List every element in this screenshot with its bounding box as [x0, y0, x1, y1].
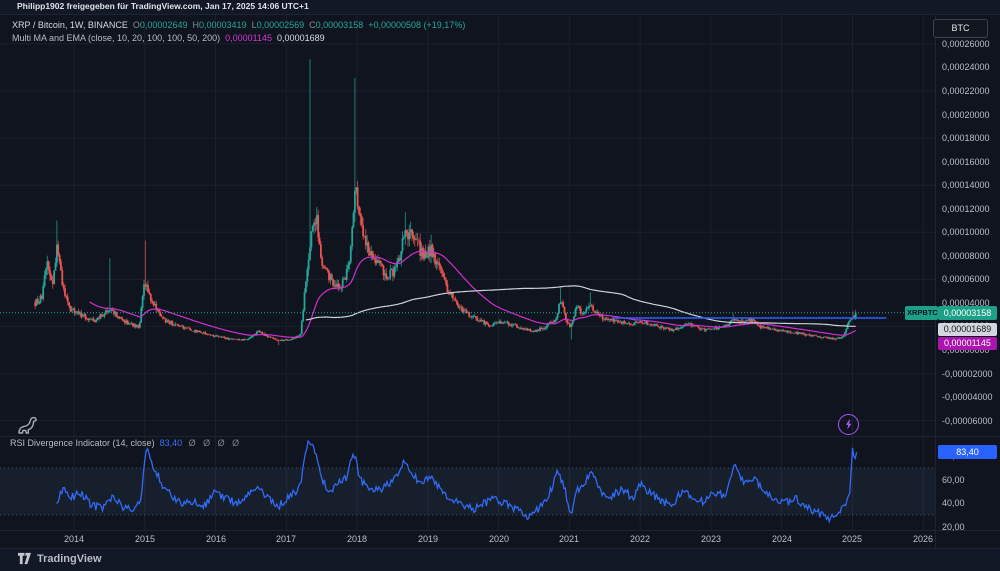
symbol-title: XRP / Bitcoin, 1W, BINANCE — [12, 20, 128, 30]
price-axis-label: -0,00006000 — [942, 416, 993, 426]
rsi-band — [0, 467, 935, 516]
time-axis-label: 2023 — [700, 534, 722, 544]
symbol-legend-row[interactable]: XRP / Bitcoin, 1W, BINANCE O0,00002649 H… — [12, 20, 465, 30]
rsi-value: 83,40 — [159, 438, 183, 448]
price-axis-label: 0,00000000 — [942, 345, 990, 355]
rsi-empty-values: Ø Ø Ø Ø — [188, 438, 240, 448]
price-axis-label: 0,00014000 — [942, 180, 990, 190]
rsi-line — [56, 439, 858, 524]
dinosaur-icon — [15, 412, 41, 442]
price-axis-label: -0,00002000 — [942, 369, 993, 379]
chart-canvas[interactable] — [0, 0, 935, 530]
time-axis-label: 2014 — [63, 534, 85, 544]
ma-indicator-name: Multi MA and EMA (close, 10, 20, 100, 10… — [12, 33, 221, 43]
price-axis[interactable]: 0,00003158 0,00001689 0,00001145 83,40 0… — [935, 0, 1000, 548]
time-axis-label: 2021 — [558, 534, 580, 544]
rsi-axis-label: 60,00 — [942, 475, 965, 485]
price-axis-label: 0,00026000 — [942, 39, 990, 49]
tradingview-logo-text: TradingView — [37, 552, 102, 565]
attribution-bar: Philipp1902 freigegeben für TradingView.… — [0, 0, 1000, 14]
time-axis-label: 2019 — [417, 534, 439, 544]
price-axis-label: 0,00024000 — [942, 62, 990, 72]
price-axis-label: 0,00016000 — [942, 157, 990, 167]
price-axis-label: 0,00004000 — [942, 298, 990, 308]
price-axis-label: 0,00012000 — [942, 204, 990, 214]
rsi-axis-label: 40,00 — [942, 498, 965, 508]
close-label: C — [309, 20, 316, 30]
rsi-value-badge: 83,40 — [938, 445, 997, 459]
change-value: +0,00000508 (+19,17%) — [368, 20, 466, 30]
time-axis-label: 2018 — [346, 534, 368, 544]
footer-divider — [0, 548, 1000, 549]
pane-divider[interactable] — [0, 436, 1000, 437]
time-axis-label: 2026 — [912, 534, 934, 544]
candlestick-series — [34, 59, 857, 346]
ema-line-magenta — [89, 250, 857, 338]
open-label: O — [132, 20, 140, 30]
time-axis-label: 2017 — [275, 534, 297, 544]
white-ma-badge: 0,00001689 — [938, 323, 997, 336]
high-value: 0,00003419 — [198, 20, 247, 30]
ma-value-white: 0,00001689 — [277, 33, 325, 43]
price-axis-label: 0,00022000 — [942, 86, 990, 96]
ma-lines — [89, 250, 857, 338]
price-axis-label: 0,00008000 — [942, 251, 990, 261]
low-value: 0,00002569 — [256, 20, 305, 30]
ma-legend-row[interactable]: Multi MA and EMA (close, 10, 20, 100, 10… — [12, 33, 325, 43]
open-value: 0,00002649 — [139, 20, 188, 30]
tradingview-logo-link[interactable]: TradingView — [17, 552, 102, 565]
price-axis-label: 0,00020000 — [942, 110, 990, 120]
lightning-marker-button[interactable] — [838, 414, 859, 435]
tradingview-logo-icon — [18, 552, 31, 565]
unit-toggle-button[interactable]: BTC — [933, 19, 988, 38]
price-axis-divider — [935, 14, 936, 548]
last-price-badge: 0,00003158 — [938, 306, 997, 320]
attribution-text: Philipp1902 freigegeben für TradingView.… — [17, 1, 309, 11]
bottom-toolbar — [0, 549, 1000, 571]
price-axis-label: -0,00004000 — [942, 392, 993, 402]
sma-line-white — [305, 285, 856, 327]
rsi-axis-label: 20,00 — [942, 522, 965, 532]
timeaxis-divider — [0, 530, 1000, 531]
rsi-indicator-name: RSI Divergence Indicator (14, close) — [10, 438, 155, 448]
high-label: H — [192, 20, 199, 30]
time-axis-label: 2024 — [771, 534, 793, 544]
price-axis-label: 0,00006000 — [942, 274, 990, 284]
time-axis-label: 2025 — [841, 534, 863, 544]
rsi-legend-row[interactable]: RSI Divergence Indicator (14, close) 83,… — [10, 438, 239, 448]
magenta-ma-badge: 0,00001145 — [938, 337, 997, 350]
lightning-icon — [845, 419, 852, 430]
symbol-price-chip: XRPBTC — [905, 306, 938, 320]
ma-value-magenta: 0,00001145 — [225, 33, 273, 43]
price-axis-label: 0,00010000 — [942, 227, 990, 237]
time-axis[interactable]: 2014 2015 2016 2017 2018 2019 2020 2021 2022 2023… — [0, 530, 935, 548]
time-axis-label: 2020 — [488, 534, 510, 544]
close-value: 0,00003158 — [315, 20, 364, 30]
time-axis-label: 2016 — [205, 534, 227, 544]
header-divider — [0, 14, 1000, 15]
price-axis-label: 0,00018000 — [942, 133, 990, 143]
grid-lines — [0, 14, 935, 530]
low-label: L — [251, 20, 257, 30]
time-axis-label: 2015 — [134, 534, 156, 544]
time-axis-label: 2022 — [629, 534, 651, 544]
